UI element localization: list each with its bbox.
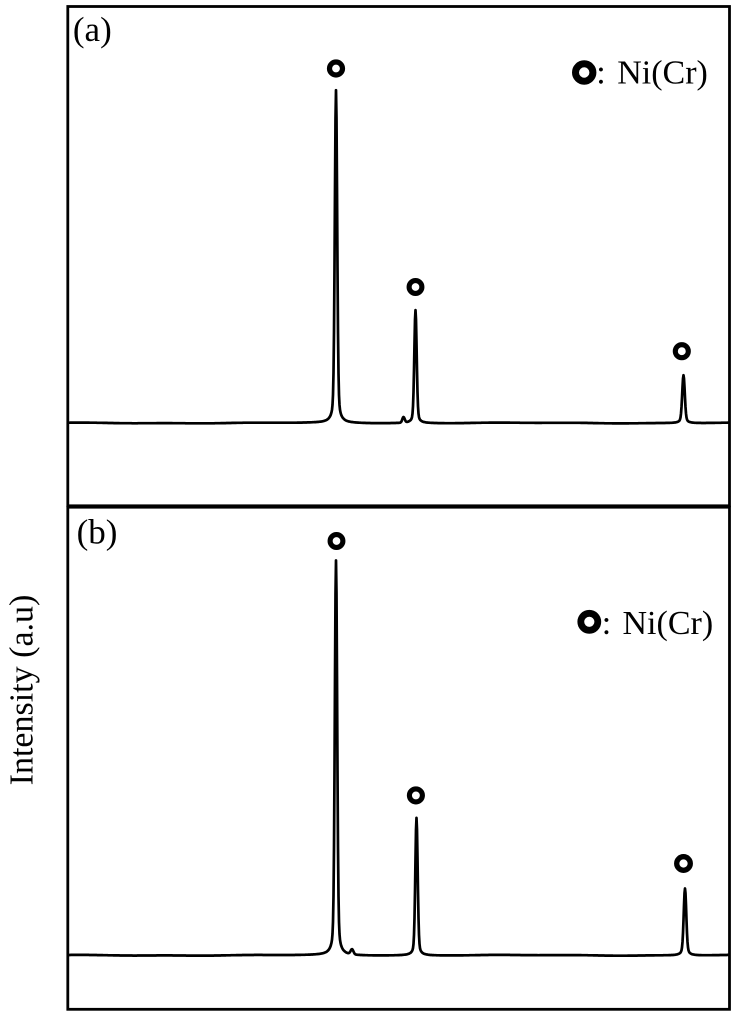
svg-text:Ni(Cr): Ni(Cr) (623, 605, 714, 642)
svg-text::: : (596, 55, 605, 92)
svg-text:(b): (b) (77, 513, 118, 552)
svg-text:Intensity (a.u): Intensity (a.u) (4, 595, 41, 786)
svg-text:Ni(Cr): Ni(Cr) (617, 55, 708, 92)
svg-text:(a): (a) (73, 10, 112, 49)
svg-text::: : (602, 605, 611, 642)
